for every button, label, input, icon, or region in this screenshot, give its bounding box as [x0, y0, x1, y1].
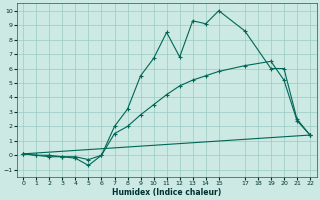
X-axis label: Humidex (Indice chaleur): Humidex (Indice chaleur): [112, 188, 221, 197]
